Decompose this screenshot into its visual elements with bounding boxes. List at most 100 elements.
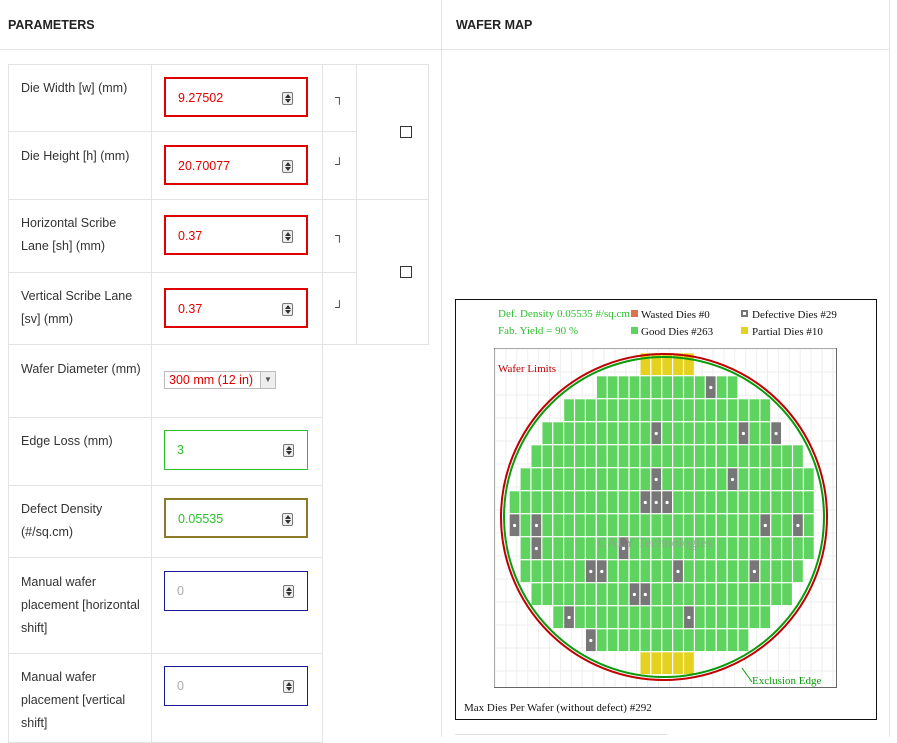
good-die	[520, 513, 531, 537]
good-die	[737, 628, 749, 652]
good-die	[683, 628, 695, 652]
parameters-header: PARAMETERS	[0, 0, 441, 50]
good-die	[618, 513, 629, 537]
good-die	[618, 559, 629, 583]
good-die	[629, 605, 640, 629]
spinner-icon[interactable]	[282, 92, 293, 105]
spinner-icon[interactable]	[282, 303, 293, 316]
defect-dot	[643, 592, 647, 597]
good-die	[748, 490, 760, 514]
good-die	[770, 490, 782, 514]
v-scribe-label: Vertical Scribe Lane [sv] (mm)	[21, 289, 133, 326]
good-die	[574, 398, 586, 422]
good-die	[759, 536, 771, 560]
wafer-map-header: WAFER MAP	[441, 0, 890, 50]
link-scribe-checkbox[interactable]	[400, 266, 412, 278]
h-scribe-input[interactable]: 0.37	[164, 215, 308, 255]
good-die	[541, 467, 553, 491]
good-die	[803, 536, 815, 560]
exclusion-edge-circle	[503, 356, 825, 678]
good-die	[705, 444, 717, 468]
good-die	[520, 467, 531, 491]
good-die	[672, 398, 684, 422]
good-die	[705, 421, 717, 445]
good-die	[694, 490, 706, 514]
spinner-icon[interactable]	[283, 680, 294, 693]
good-die	[607, 398, 619, 422]
good-die	[737, 444, 749, 468]
good-die	[705, 536, 717, 560]
good-die	[694, 582, 706, 606]
good-die	[639, 559, 651, 583]
good-die	[607, 628, 619, 652]
good-die	[661, 559, 673, 583]
spinner-icon[interactable]	[282, 230, 293, 243]
manual-v-input[interactable]: 0	[164, 666, 308, 706]
spinner-icon[interactable]	[282, 160, 293, 173]
defect-dot	[730, 477, 735, 482]
good-die	[727, 536, 738, 560]
good-die	[639, 421, 651, 445]
good-die	[596, 513, 608, 537]
link-dimensions-checkbox[interactable]	[400, 126, 412, 138]
good-die	[639, 513, 651, 537]
defective-legend-text: Defective Dies #29	[752, 309, 837, 321]
spinner-icon[interactable]	[283, 444, 294, 457]
spinner-icon[interactable]	[282, 513, 293, 526]
good-die	[552, 421, 564, 445]
edge-loss-input[interactable]: 3	[164, 430, 308, 470]
good-die	[650, 628, 662, 652]
partial-legend-swatch	[741, 327, 748, 334]
good-die	[661, 421, 673, 445]
good-die	[716, 398, 728, 422]
wafer-diameter-value: 300 mm (12 in)	[169, 373, 254, 387]
chevron-down-icon[interactable]: ▼	[260, 372, 275, 388]
good-die	[530, 559, 542, 583]
good-die	[737, 467, 749, 491]
good-die	[574, 559, 586, 583]
good-die	[552, 559, 564, 583]
defect-density-input[interactable]: 0.05535	[164, 498, 308, 538]
manual-h-input[interactable]: 0	[164, 571, 308, 611]
defect-dot	[632, 592, 636, 597]
die-height-label: Die Height [h] (mm)	[21, 149, 130, 163]
defect-dot	[643, 500, 647, 505]
good-die	[629, 398, 640, 422]
defect-dot	[687, 615, 691, 620]
good-die	[618, 467, 629, 491]
good-die	[748, 513, 760, 537]
good-die	[520, 536, 531, 560]
defect-dot	[774, 431, 778, 436]
good-die	[672, 605, 684, 629]
good-die	[629, 467, 640, 491]
wafer-diameter-label: Wafer Diameter (mm)	[21, 362, 141, 376]
good-die	[803, 467, 815, 491]
spinner-icon[interactable]	[283, 585, 294, 598]
exclusion-pointer	[741, 667, 753, 683]
v-scribe-input[interactable]: 0.37	[164, 288, 308, 328]
h-scribe-label: Horizontal Scribe Lane [sh] (mm)	[21, 216, 117, 253]
good-die	[639, 444, 651, 468]
good-die	[585, 582, 597, 606]
good-die	[585, 605, 597, 629]
good-die	[574, 513, 586, 537]
defect-dot	[600, 569, 604, 574]
good-die	[781, 582, 793, 606]
good-die	[596, 444, 608, 468]
good-die	[748, 398, 760, 422]
good-die	[716, 467, 728, 491]
die-width-value: 9.27502	[178, 91, 224, 105]
wafer-diameter-select[interactable]: 300 mm (12 in) ▼	[164, 371, 276, 389]
die-height-input[interactable]: 20.70077	[164, 145, 308, 185]
defect-dot	[665, 500, 669, 505]
die-width-input[interactable]: 9.27502	[164, 77, 308, 117]
partial-die	[650, 651, 662, 675]
wafer-map-title: WAFER MAP	[456, 18, 533, 32]
good-die	[629, 513, 640, 537]
good-die	[792, 536, 804, 560]
wafer-limits-label: Wafer Limits	[498, 363, 556, 375]
defect-dot	[741, 431, 745, 436]
good-die	[629, 375, 640, 399]
good-die	[727, 513, 738, 537]
good-die	[672, 536, 684, 560]
